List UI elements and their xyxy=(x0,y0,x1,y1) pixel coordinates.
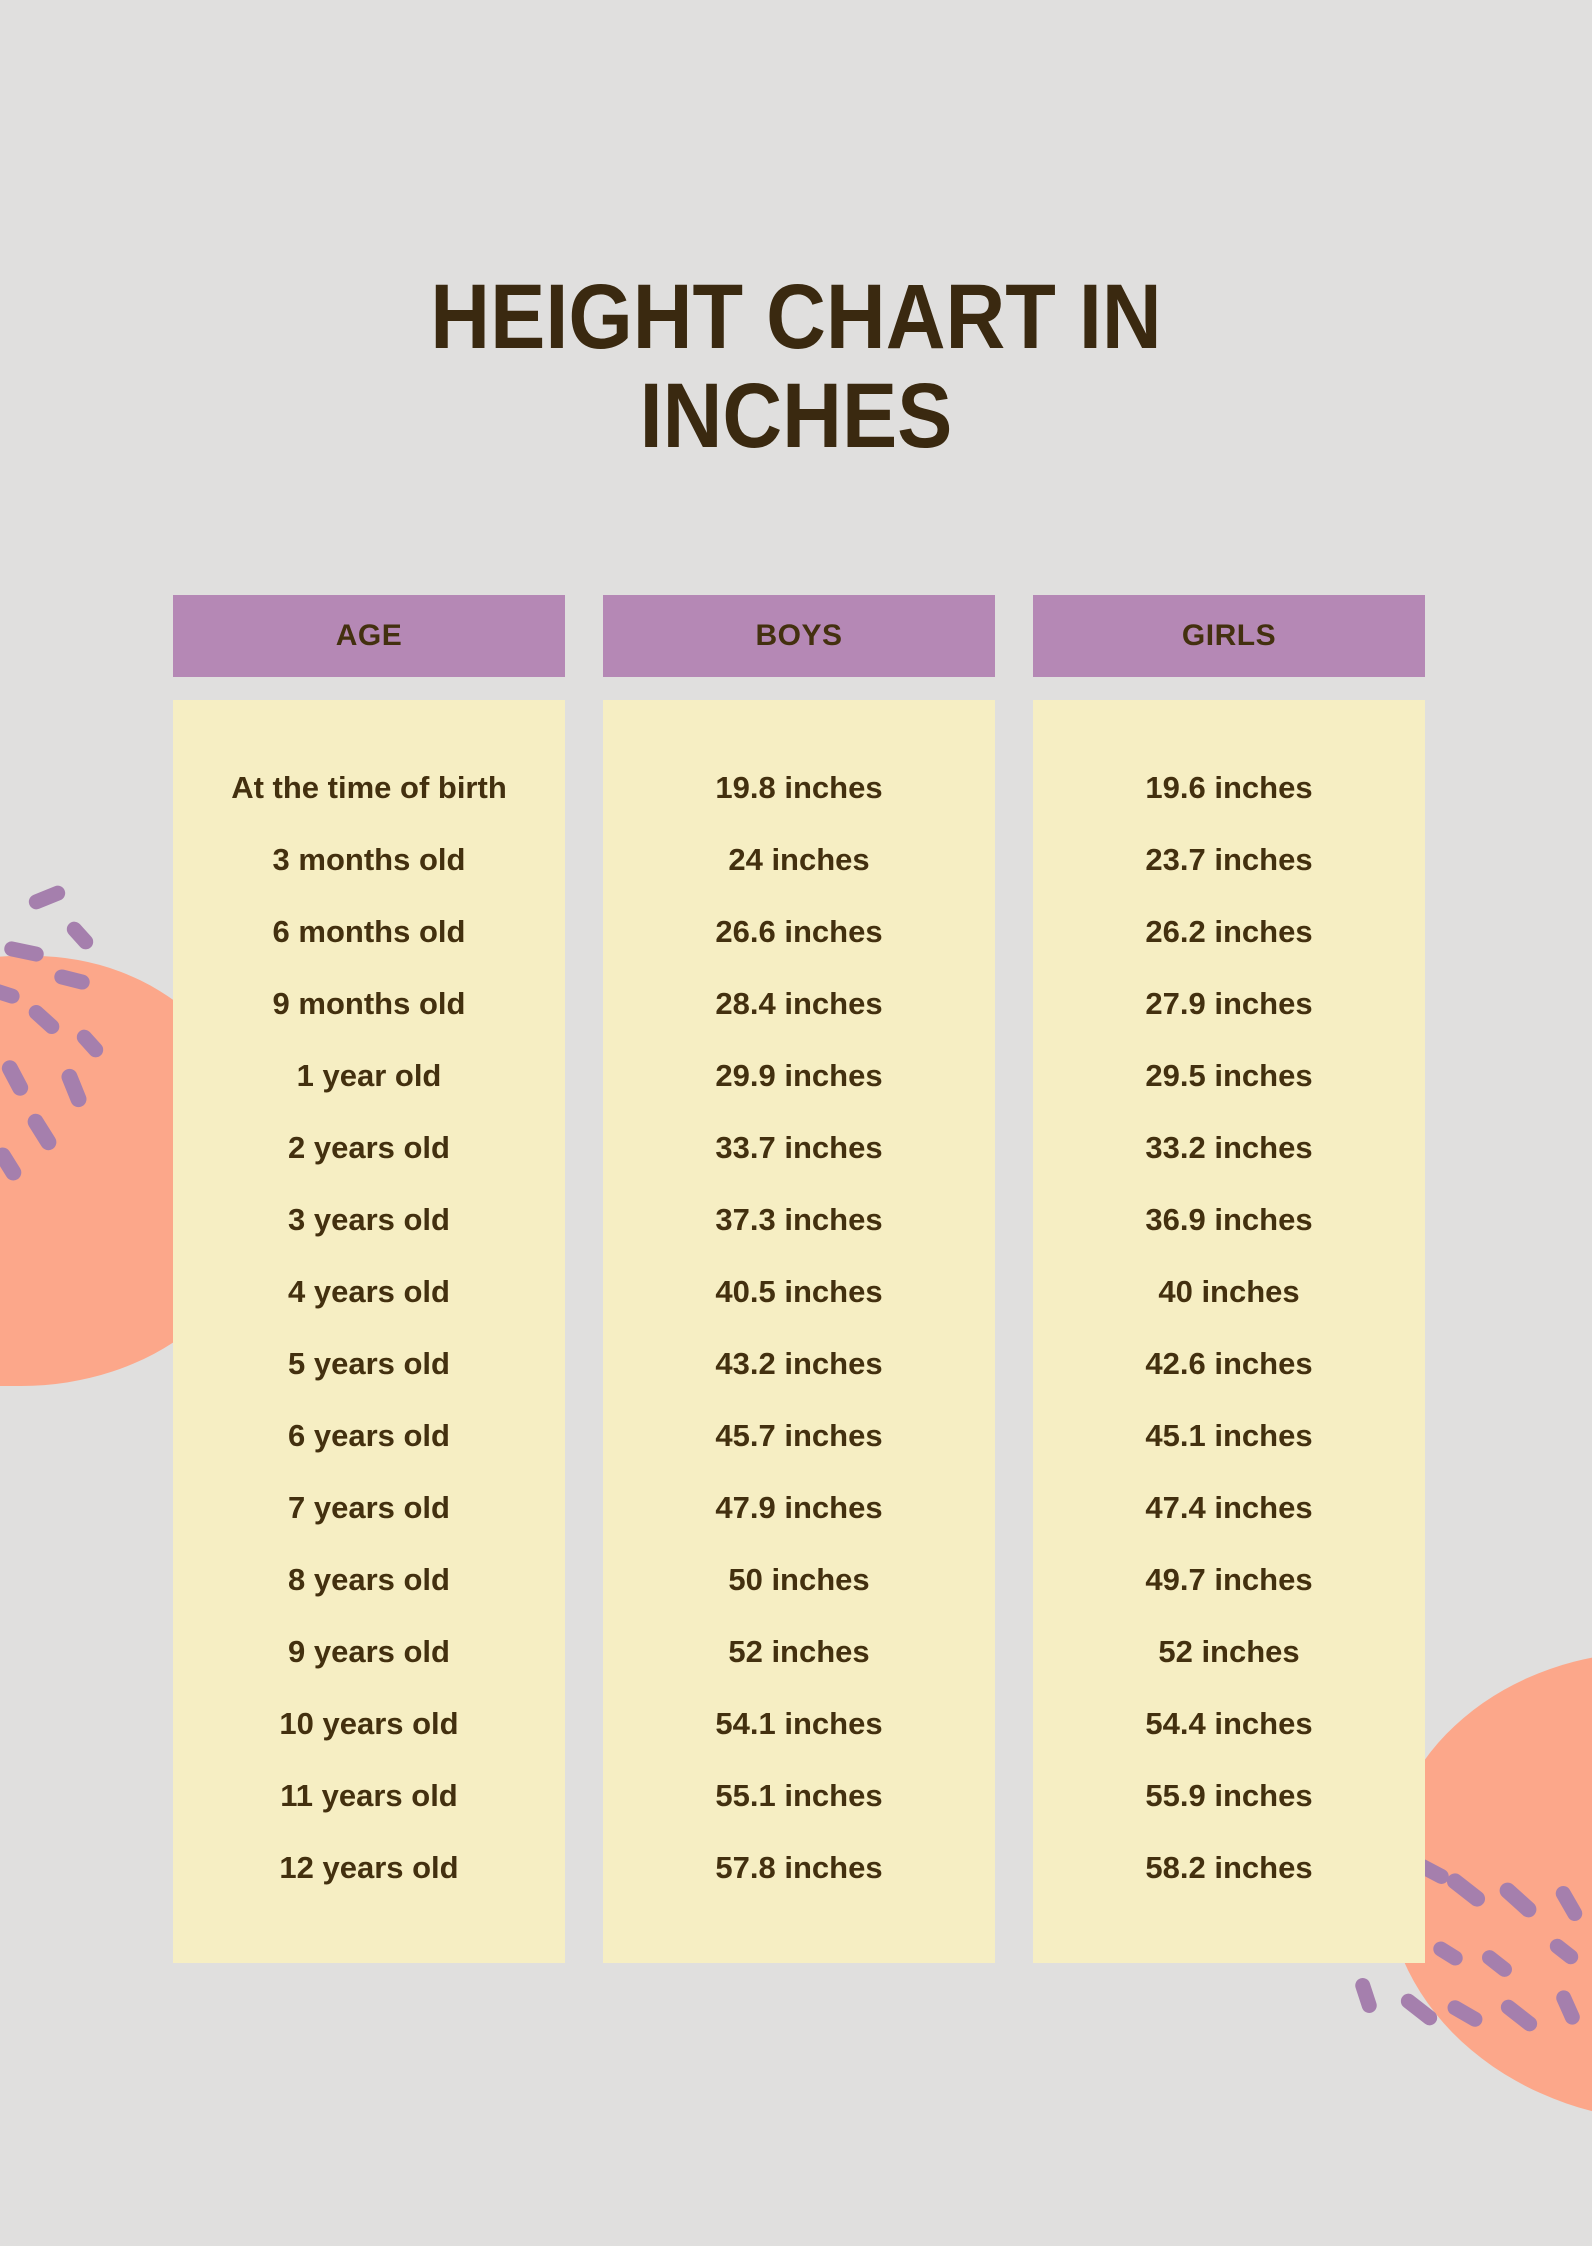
page-title: HEIGHT CHART IN INCHES xyxy=(430,266,1162,467)
table-cell: 19.8 inches xyxy=(715,770,883,805)
table-cell: 33.2 inches xyxy=(1145,1130,1313,1165)
column-header-age: AGE xyxy=(173,595,565,677)
table-cell: 9 years old xyxy=(288,1634,450,1669)
column-header-girls: GIRLS xyxy=(1033,595,1425,677)
table-cell: 26.6 inches xyxy=(715,914,883,949)
table-cell: 2 years old xyxy=(288,1130,450,1165)
table-cell: 40.5 inches xyxy=(715,1274,883,1309)
table-cell: 40 inches xyxy=(1158,1274,1300,1309)
column-body-girls: 19.6 inches 23.7 inches 26.2 inches 27.9… xyxy=(1033,700,1425,1963)
column-boys: BOYS 19.8 inches 24 inches 26.6 inches 2… xyxy=(603,595,995,1963)
table-cell: 52 inches xyxy=(728,1634,870,1669)
table-cell: 4 years old xyxy=(288,1274,450,1309)
table-cell: 29.9 inches xyxy=(715,1058,883,1093)
column-girls: GIRLS 19.6 inches 23.7 inches 26.2 inche… xyxy=(1033,595,1425,1963)
table-cell: 24 inches xyxy=(728,842,870,877)
table-cell: 54.4 inches xyxy=(1145,1706,1313,1741)
table-cell: 36.9 inches xyxy=(1145,1202,1313,1237)
table-cell: 6 years old xyxy=(288,1418,450,1453)
column-age: AGE At the time of birth 3 months old 6 … xyxy=(173,595,565,1963)
table-cell: 27.9 inches xyxy=(1145,986,1313,1021)
table-cell: 37.3 inches xyxy=(715,1202,883,1237)
column-header-boys: BOYS xyxy=(603,595,995,677)
table-cell: 29.5 inches xyxy=(1145,1058,1313,1093)
table-cell: 9 months old xyxy=(272,986,466,1021)
table-cell: 54.1 inches xyxy=(715,1706,883,1741)
table-cell: 6 months old xyxy=(272,914,466,949)
table-cell: 23.7 inches xyxy=(1145,842,1313,877)
table-cell: 19.6 inches xyxy=(1145,770,1313,805)
table-cell: 58.2 inches xyxy=(1145,1850,1313,1885)
table-cell: 26.2 inches xyxy=(1145,914,1313,949)
table-cell: 5 years old xyxy=(288,1346,450,1381)
table-cell: 11 years old xyxy=(280,1778,458,1813)
table-cell: 1 year old xyxy=(296,1058,442,1093)
column-body-boys: 19.8 inches 24 inches 26.6 inches 28.4 i… xyxy=(603,700,995,1963)
table-cell: 47.4 inches xyxy=(1145,1490,1313,1525)
table-cell: 45.7 inches xyxy=(715,1418,883,1453)
table-cell: 43.2 inches xyxy=(715,1346,883,1381)
table-cell: 10 years old xyxy=(279,1706,459,1741)
table-cell: 33.7 inches xyxy=(715,1130,883,1165)
table-cell: 55.9 inches xyxy=(1145,1778,1313,1813)
table-cell: 55.1 inches xyxy=(715,1778,883,1813)
table-cell: 7 years old xyxy=(288,1490,450,1525)
column-body-age: At the time of birth 3 months old 6 mont… xyxy=(173,700,565,1963)
table-cell: 42.6 inches xyxy=(1145,1346,1313,1381)
table-cell: 45.1 inches xyxy=(1145,1418,1313,1453)
table-cell: 3 months old xyxy=(272,842,466,877)
table-cell: 8 years old xyxy=(288,1562,450,1597)
table-cell: At the time of birth xyxy=(231,770,507,805)
table-cell: 3 years old xyxy=(288,1202,450,1237)
table-cell: 52 inches xyxy=(1158,1634,1300,1669)
table-cell: 50 inches xyxy=(728,1562,870,1597)
table-cell: 12 years old xyxy=(279,1850,459,1885)
table-cell: 28.4 inches xyxy=(715,986,883,1021)
table-cell: 47.9 inches xyxy=(715,1490,883,1525)
table-cell: 57.8 inches xyxy=(715,1850,883,1885)
table-cell: 49.7 inches xyxy=(1145,1562,1313,1597)
